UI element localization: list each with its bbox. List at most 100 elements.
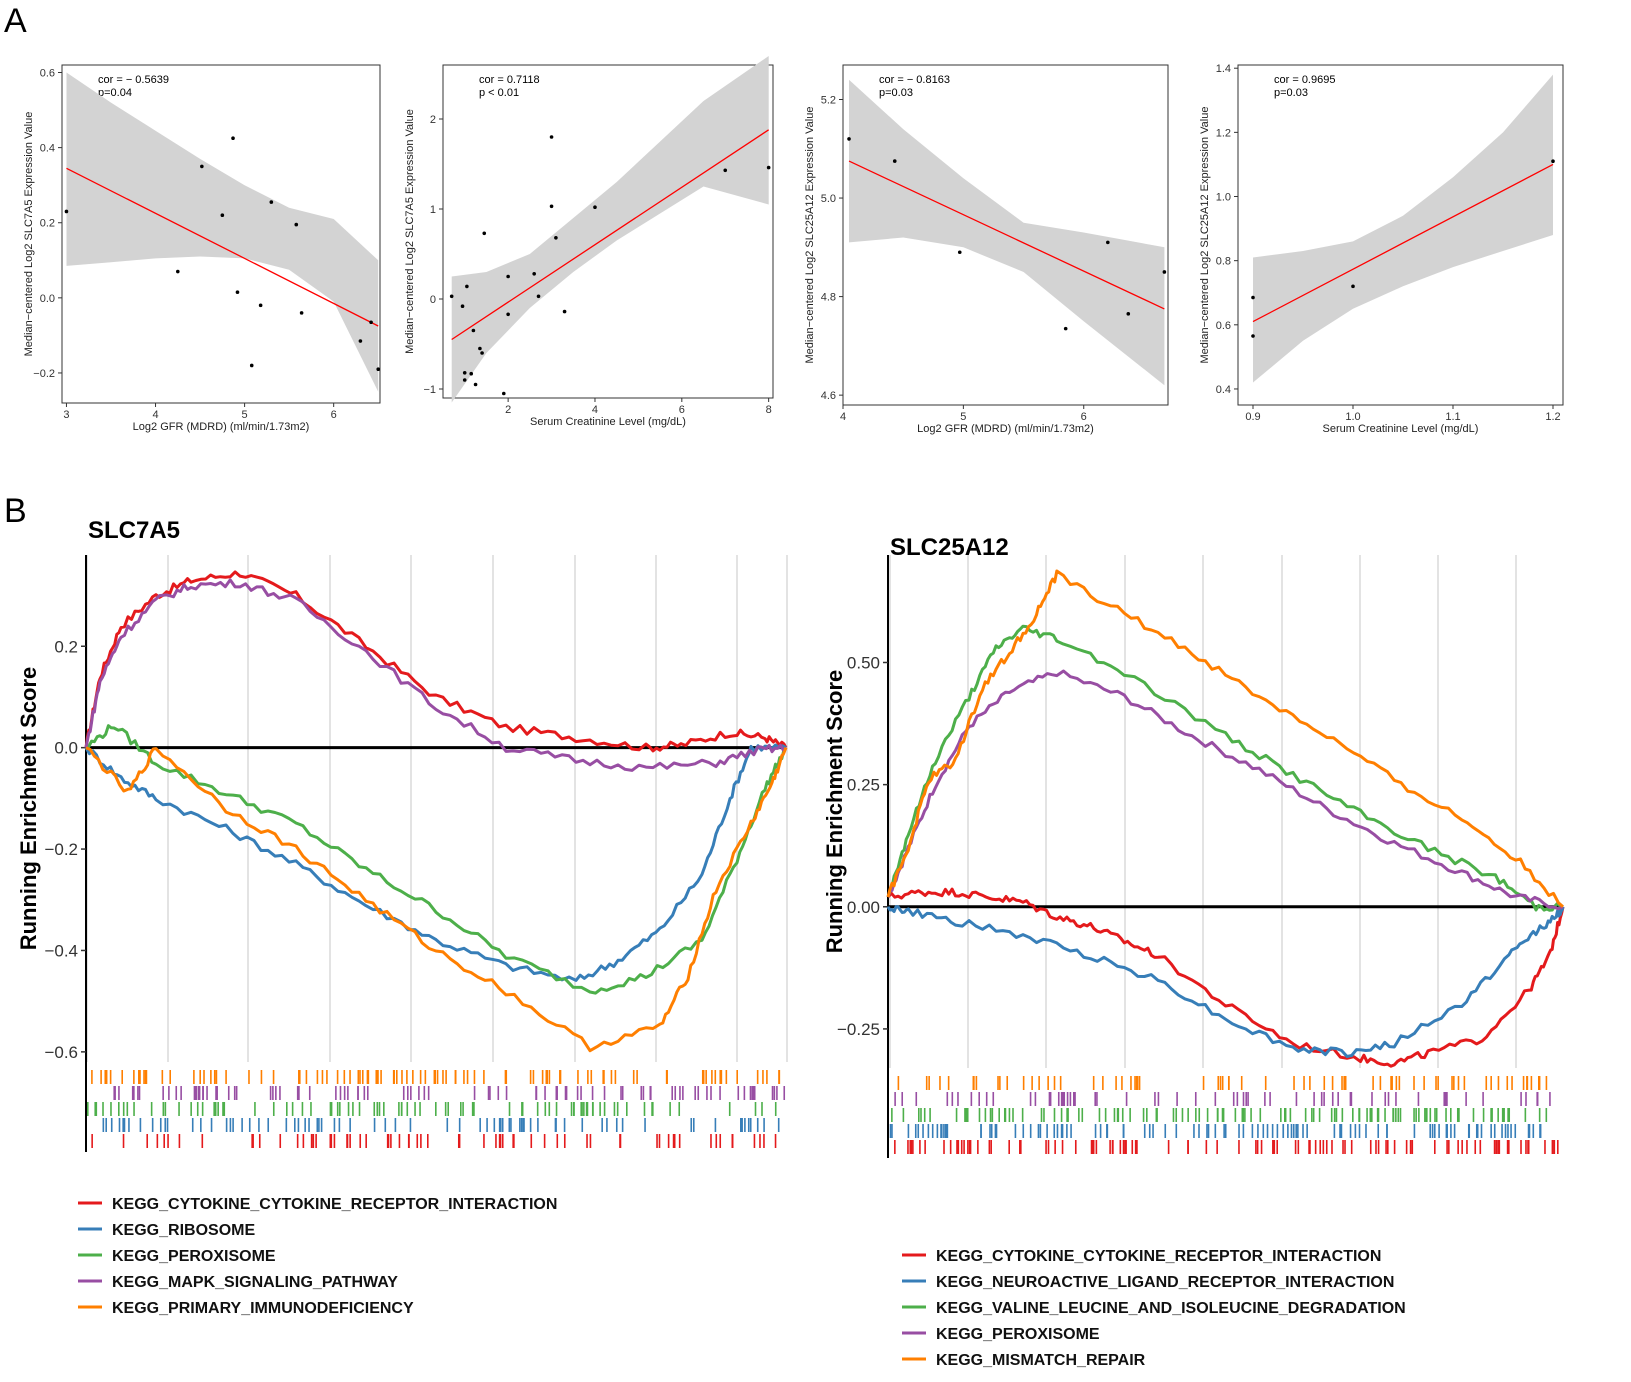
scatter-plot-slc25a12-creatinine: cor = 0.9695 p=0.03 Serum Creatinine Lev…	[1199, 63, 1564, 435]
legend-label: KEGG_RIBOSOME	[112, 1222, 255, 1239]
data-point	[469, 371, 474, 376]
data-point	[1251, 295, 1255, 300]
x-axis-label: Serum Creatinine Level (mg/dL)	[530, 416, 686, 428]
data-point	[532, 272, 536, 276]
data-point	[64, 209, 69, 214]
data-point	[449, 294, 454, 299]
p-value-label: p < 0.01	[479, 87, 519, 99]
y-tick-label: −0.2	[44, 840, 78, 859]
data-point	[358, 339, 363, 343]
x-tick-label: 3	[63, 409, 69, 421]
x-axis-label: Log2 GFR (MDRD) (ml/min/1.73m2)	[133, 421, 310, 433]
gsea-plot-slc25a12: SLC25A12 Running Enrichment Score 0.50 0.…	[822, 534, 1565, 1369]
y-tick-label: 5.0	[821, 193, 836, 205]
y-tick-label: −0.2	[33, 368, 55, 380]
x-axis-label: Serum Creatinine Level (mg/dL)	[1323, 423, 1479, 435]
y-axis-label: Running Enrichment Score	[822, 670, 847, 954]
x-tick-label: 4	[152, 409, 158, 421]
legend-label: KEGG_VALINE_LEUCINE_AND_ISOLEUCINE_DEGRA…	[936, 1300, 1406, 1317]
y-tick-label: −0.6	[44, 1043, 78, 1062]
y-axis-label: Median−centered Log2 SLC7A5 Expression V…	[23, 112, 35, 357]
y-tick-label: 0.0	[54, 739, 78, 758]
data-point	[506, 312, 510, 317]
data-point	[249, 363, 254, 368]
data-point	[175, 269, 180, 274]
x-tick-label: 1.1	[1445, 411, 1460, 423]
data-point	[482, 231, 487, 236]
data-point	[473, 382, 478, 387]
enrichment-line	[886, 669, 1564, 911]
data-point	[1351, 284, 1355, 289]
x-tick-label: 4	[840, 411, 846, 423]
x-tick-label: 6	[679, 404, 685, 416]
data-point	[1251, 334, 1255, 338]
y-axis-label: Median−centered Log2 SLC25A12 Expression…	[1199, 107, 1211, 364]
data-point	[294, 222, 299, 227]
legend-label: KEGG_PEROXISOME	[112, 1248, 276, 1265]
data-point	[847, 137, 851, 141]
y-tick-label: 0.6	[1216, 320, 1231, 332]
y-tick-label: 5.2	[821, 94, 836, 106]
legend-label: KEGG_CYTOKINE_CYTOKINE_RECEPTOR_INTERACT…	[936, 1248, 1381, 1265]
data-point	[536, 294, 541, 299]
data-point	[723, 168, 728, 173]
x-tick-label: 8	[766, 404, 772, 416]
data-point	[1551, 159, 1555, 164]
enrichment-line	[85, 724, 788, 995]
enrichment-line	[886, 887, 1565, 1068]
x-tick-label: 6	[331, 409, 337, 421]
legend-label: KEGG_NEUROACTIVE_LIGAND_RECEPTOR_INTERAC…	[936, 1274, 1394, 1291]
legend-label: KEGG_MISMATCH_REPAIR	[936, 1352, 1146, 1369]
x-tick-label: 1.0	[1345, 411, 1360, 423]
p-value-label: p=0.03	[879, 87, 913, 99]
data-point	[462, 371, 467, 375]
data-point	[562, 309, 567, 314]
regression-line	[1252, 163, 1554, 323]
legend-label: KEGG_CYTOKINE_CYTOKINE_RECEPTOR_INTERACT…	[112, 1196, 557, 1213]
data-point	[892, 159, 897, 163]
data-point	[1063, 326, 1068, 331]
confidence-band	[66, 72, 379, 392]
regression-line	[848, 160, 1165, 310]
x-tick-label: 5	[960, 411, 966, 423]
y-tick-label: 0.4	[40, 143, 55, 155]
y-tick-label: 2	[430, 114, 436, 126]
legend-label: KEGG_PEROXISOME	[936, 1326, 1100, 1343]
gsea-title: SLC25A12	[890, 534, 1009, 561]
enrichment-line	[84, 570, 788, 753]
gsea-title: SLC7A5	[88, 517, 180, 544]
x-tick-label: 1.2	[1545, 411, 1560, 423]
y-tick-label: 0.00	[847, 898, 880, 917]
enrichment-line	[85, 746, 788, 1053]
y-tick-label: 4.6	[821, 390, 836, 402]
y-tick-label: 0.0	[40, 293, 55, 305]
data-point	[549, 204, 554, 209]
correlation-label: cor = 0.9695	[1274, 74, 1335, 86]
p-value-label: p=0.03	[1274, 87, 1308, 99]
enrichment-line	[84, 578, 787, 772]
correlation-label: cor = − 0.8163	[879, 74, 950, 86]
y-tick-label: 0.2	[54, 637, 78, 656]
legend-label: KEGG_MAPK_SIGNALING_PATHWAY	[112, 1274, 398, 1291]
p-value-label: p=0.04	[98, 87, 132, 99]
enrichment-line	[886, 569, 1564, 908]
y-tick-label: 0.25	[847, 776, 880, 795]
y-tick-label: 1.4	[1216, 63, 1231, 75]
y-tick-label: 1.0	[1216, 192, 1231, 204]
gsea-plot-slc7a5: SLC7A5 Running Enrichment Score 0.2 0.0 −0…	[16, 517, 788, 1317]
y-tick-label: 0	[430, 294, 436, 306]
data-point	[471, 328, 476, 333]
data-point	[462, 378, 467, 382]
panel-label-a: A	[4, 2, 27, 40]
data-point	[369, 320, 373, 325]
y-axis-label: Running Enrichment Score	[16, 667, 41, 951]
y-tick-label: −0.4	[44, 941, 78, 960]
legend-label: KEGG_PRIMARY_IMMUNODEFICIENCY	[112, 1300, 414, 1317]
panel-label-b: B	[4, 492, 27, 530]
data-point	[957, 250, 962, 255]
confidence-band	[451, 56, 769, 403]
correlation-label: cor = 0.7118	[479, 74, 540, 86]
data-point	[460, 304, 465, 309]
y-axis-label: Median−centered Log2 SLC25A12 Expression…	[804, 107, 816, 364]
